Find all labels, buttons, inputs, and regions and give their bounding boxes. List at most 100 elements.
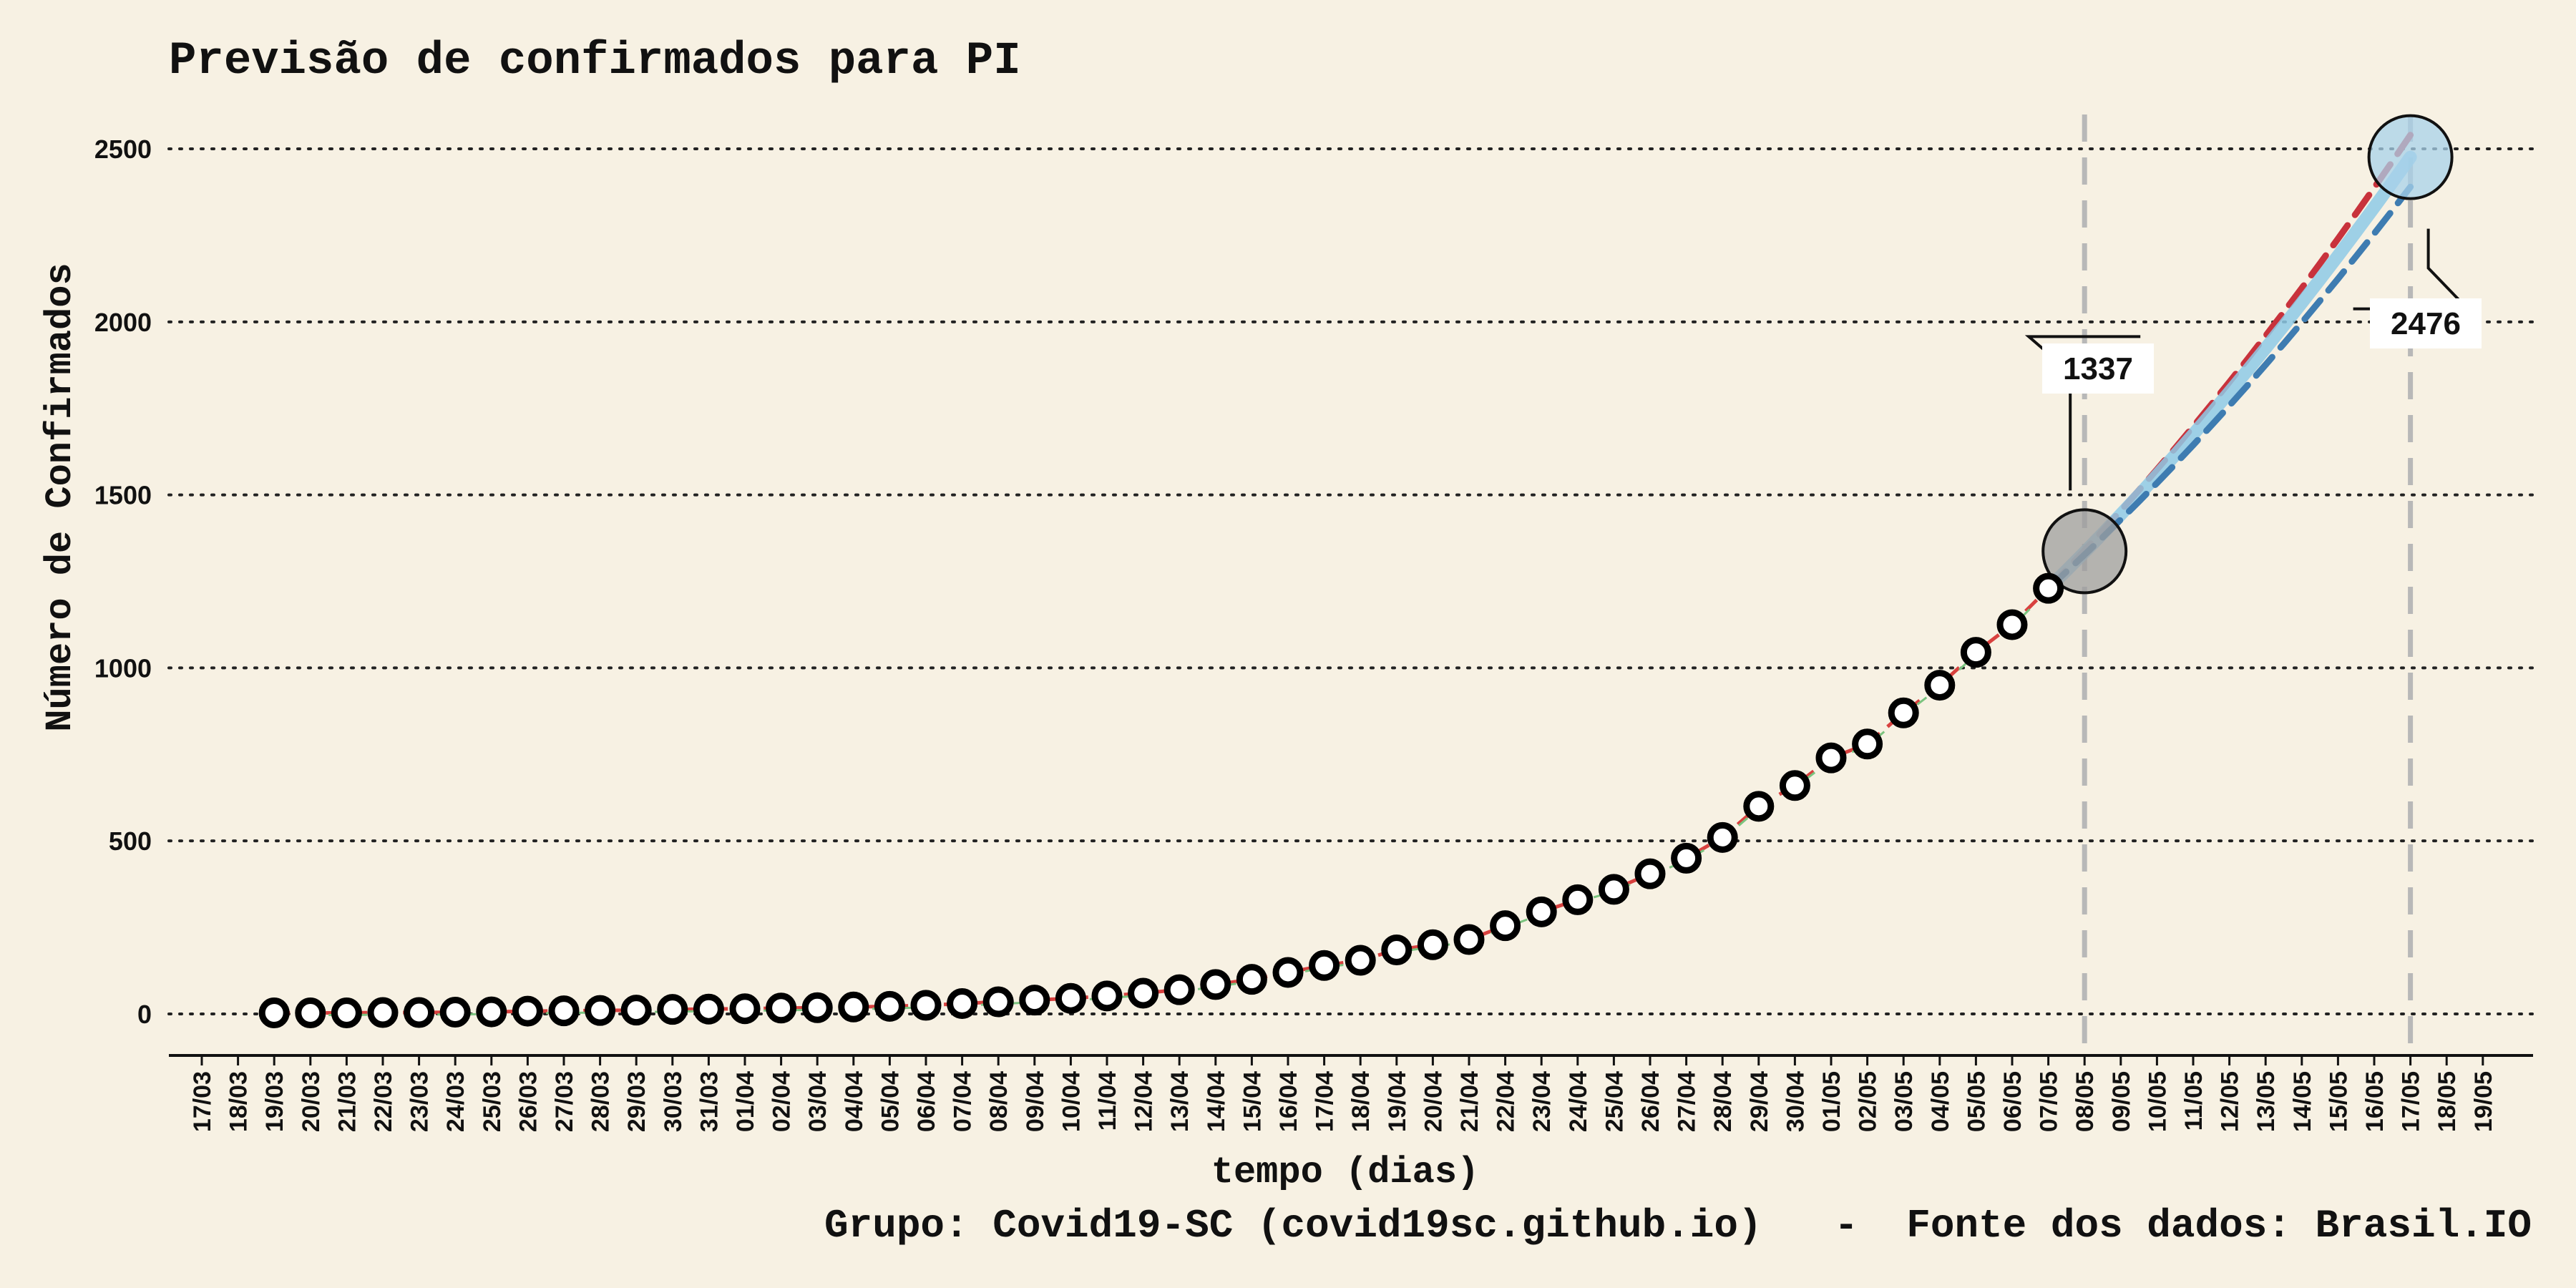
x-tick-label: 15/05 xyxy=(2325,1071,2352,1132)
y-tick-label: 500 xyxy=(109,826,152,856)
y-tick-label: 2000 xyxy=(94,308,152,337)
observed-point xyxy=(1779,770,1810,801)
x-tick-label: 13/05 xyxy=(2253,1071,2280,1132)
x-tick-label: 12/04 xyxy=(1131,1071,1158,1132)
x-tick-label: 19/03 xyxy=(261,1071,288,1132)
annotation-box xyxy=(2042,343,2154,394)
observed-point xyxy=(1163,974,1195,1005)
observed-points xyxy=(258,572,2064,1029)
annotation-markers xyxy=(2041,114,2454,595)
x-tick-label: 22/03 xyxy=(370,1071,397,1132)
x-tick-label: 23/04 xyxy=(1528,1071,1556,1132)
x-tick-label: 29/04 xyxy=(1746,1071,1773,1132)
observed-point xyxy=(982,986,1014,1018)
x-tick-label: 07/04 xyxy=(950,1071,977,1132)
observed-point xyxy=(657,994,688,1025)
grid-lines xyxy=(167,147,2534,1015)
observed-point xyxy=(1128,977,1159,1009)
observed-point xyxy=(1852,728,1883,760)
x-tick-label: 09/05 xyxy=(2108,1071,2135,1132)
model-fit-upper xyxy=(274,587,2050,1015)
observed-point xyxy=(838,991,869,1023)
x-tick-label: 19/05 xyxy=(2470,1071,2497,1132)
observed-point xyxy=(1924,670,1956,701)
x-tick-label: 24/04 xyxy=(1565,1071,1592,1132)
x-tick-label: 04/04 xyxy=(841,1071,868,1132)
x-tick-label: 26/03 xyxy=(514,1071,542,1132)
observed-point xyxy=(1634,858,1666,889)
observed-point xyxy=(874,990,905,1022)
observed-point xyxy=(910,990,942,1021)
observed-point xyxy=(693,993,724,1025)
observed-point xyxy=(1743,791,1775,822)
x-tick-label: 18/05 xyxy=(2434,1071,2461,1132)
observed-point xyxy=(2033,572,2064,604)
x-tick-label: 14/04 xyxy=(1203,1071,1230,1132)
x-tick-label: 07/05 xyxy=(2036,1071,2063,1132)
x-tick-label: 24/03 xyxy=(442,1071,469,1132)
observed-point xyxy=(1598,874,1629,905)
x-tick-label: 21/04 xyxy=(1456,1071,1483,1132)
x-tick-label: 05/05 xyxy=(1963,1071,1990,1132)
x-tick-label: 17/04 xyxy=(1312,1071,1339,1132)
x-tick-label: 01/05 xyxy=(1818,1071,1845,1132)
x-tick-label: 02/05 xyxy=(1855,1071,1882,1132)
observed-point xyxy=(512,995,543,1027)
annotation-labels: 1337 2476 xyxy=(2024,228,2482,491)
x-tick-label: 18/03 xyxy=(225,1071,253,1132)
x-tick-label: 28/04 xyxy=(1709,1071,1737,1132)
observed-point xyxy=(1091,980,1123,1012)
x-tick-label: 10/04 xyxy=(1058,1071,1085,1132)
x-tick-label: 03/05 xyxy=(1890,1071,1918,1132)
observed-point xyxy=(801,992,833,1023)
x-tick-label: 19/04 xyxy=(1384,1071,1411,1132)
x-tick-label: 25/03 xyxy=(479,1071,506,1132)
observed-point xyxy=(1345,945,1376,976)
observed-point xyxy=(1055,982,1086,1014)
x-tick-label: 03/04 xyxy=(804,1071,831,1132)
observed-point xyxy=(258,997,290,1029)
y-tick-label: 1000 xyxy=(94,653,152,683)
x-tick-label: 06/04 xyxy=(913,1071,940,1132)
observed-point xyxy=(1200,969,1231,1000)
y-axis: 0 500 1000 1500 2000 2500 xyxy=(94,135,152,1029)
x-tick-label: 26/04 xyxy=(1637,1071,1664,1132)
x-tick-label: 27/04 xyxy=(1674,1071,1701,1132)
observed-point xyxy=(1381,935,1413,966)
observed-point xyxy=(1707,821,1738,853)
x-tick-label: 01/04 xyxy=(732,1071,759,1132)
x-tick-label: 30/03 xyxy=(660,1071,687,1132)
x-tick-label: 04/05 xyxy=(1927,1071,1954,1132)
x-tick-label: 08/05 xyxy=(2072,1071,2099,1132)
x-tick-label: 14/05 xyxy=(2289,1071,2316,1132)
observed-point xyxy=(1019,985,1050,1016)
x-tick-label: 11/05 xyxy=(2180,1071,2207,1131)
x-tick-label: 21/03 xyxy=(333,1071,361,1132)
x-tick-label: 28/03 xyxy=(587,1071,615,1132)
x-tick-label: 13/04 xyxy=(1166,1071,1194,1132)
x-tick-label: 16/04 xyxy=(1275,1071,1302,1132)
x-tick-label: 22/04 xyxy=(1493,1071,1520,1132)
observed-point xyxy=(439,997,471,1028)
x-tick-label: 30/04 xyxy=(1782,1071,1809,1132)
observed-point xyxy=(476,996,507,1028)
observed-point xyxy=(1272,957,1304,988)
x-tick-label: 20/03 xyxy=(298,1071,325,1132)
x-tick-label: 15/04 xyxy=(1239,1071,1266,1132)
x-tick-label: 29/03 xyxy=(623,1071,650,1132)
observed-point xyxy=(1417,929,1448,960)
forecast-vlines xyxy=(2082,114,2414,1055)
observed-point xyxy=(1815,742,1847,774)
observed-point xyxy=(367,997,399,1028)
x-tick-label: 31/03 xyxy=(696,1071,723,1132)
x-tick-label: 20/04 xyxy=(1420,1071,1447,1132)
observed-point xyxy=(766,992,797,1024)
annotation-marker xyxy=(2367,114,2454,200)
model-fit-lower xyxy=(274,590,2049,1016)
annotation-marker xyxy=(2041,508,2128,595)
observed-point xyxy=(1236,964,1267,995)
x-tick-label: 05/04 xyxy=(877,1071,904,1132)
observed-point xyxy=(331,997,362,1029)
x-tick-label: 27/03 xyxy=(551,1071,578,1132)
x-tick-label: 23/03 xyxy=(406,1071,434,1132)
